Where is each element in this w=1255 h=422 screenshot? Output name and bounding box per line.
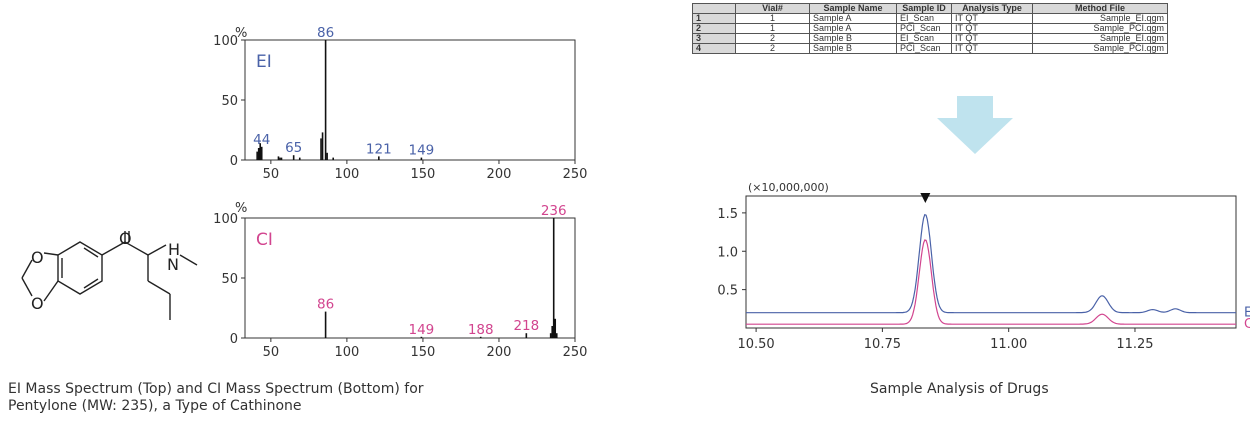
oxygen-atom-label: O: [31, 294, 44, 313]
mass-spectra-figure: % EI 50 100 150 200 250 0 50 100 44 65 86 121 149 % …: [21, 25, 587, 360]
y-tick-label: 100: [213, 212, 238, 227]
column-header: Sample Name: [809, 3, 897, 14]
batch-sequence-table-panel: Vial# Sample Name Sample ID Analysis Typ…: [692, 3, 1168, 54]
analysis-type-cell: IT QT: [951, 13, 1033, 24]
ci-spectrum-chart: % CI 50 100 150 200 250 0 50 100 86 149 188 218 236: [213, 201, 587, 360]
vial-cell: 2: [735, 33, 810, 44]
chromatogram-series-line: [746, 239, 1236, 325]
column-header: Sample ID: [896, 3, 952, 14]
peak-mz-label: 236: [541, 203, 567, 219]
carbonyl-oxygen-label: O: [119, 229, 132, 248]
peak-mz-label: 218: [513, 318, 539, 334]
analysis-type-cell: IT QT: [951, 33, 1033, 44]
x-tick-label: 150: [411, 345, 436, 360]
series-legend-label: CI Data: [1244, 317, 1250, 332]
pentylone-atom-labels: O O O H N: [31, 229, 180, 313]
method-file-cell: Sample_EI.qgm: [1032, 33, 1168, 44]
x-tick-label: 11.00: [990, 337, 1027, 352]
x-tick-label: 11.25: [1116, 337, 1153, 352]
method-file-cell: Sample_EI.qgm: [1032, 13, 1168, 24]
hydrogen-atom-label: H: [168, 240, 180, 259]
nitrogen-atom-label: N: [167, 255, 179, 274]
vial-cell: 1: [735, 13, 810, 24]
x-tick-label: 50: [263, 167, 280, 182]
left-figure-caption: EI Mass Spectrum (Top) and CI Mass Spect…: [8, 381, 424, 415]
x-tick-label: 10.75: [864, 337, 901, 352]
row-number: 2: [692, 23, 736, 34]
caption-line: EI Mass Spectrum (Top) and CI Mass Spect…: [8, 381, 424, 397]
peak-mz-label: 44: [253, 132, 270, 148]
y-tick-label: 0.5: [717, 284, 738, 299]
y-tick-label: 50: [221, 272, 238, 287]
peak-mz-label: 65: [285, 140, 302, 156]
batch-sequence-table: Vial# Sample Name Sample ID Analysis Typ…: [692, 3, 1168, 54]
caption-line: Pentylone (MW: 235), a Type of Cathinone: [8, 398, 302, 414]
x-tick-label: 200: [487, 345, 512, 360]
sample-id-cell: PCI_Scan: [896, 43, 952, 54]
y-tick-label: 1.5: [717, 207, 738, 222]
y-tick-label: 0: [230, 332, 238, 347]
x-tick-label: 250: [563, 167, 588, 182]
table-row[interactable]: 1 1 Sample A EI_Scan IT QT Sample_EI.qgm: [692, 13, 1168, 24]
peak-mz-label: 188: [468, 322, 494, 338]
y-tick-label: 100: [213, 34, 238, 49]
column-header: [692, 3, 736, 14]
ci-chart-label: CI: [256, 230, 273, 250]
column-header: Vial#: [735, 3, 810, 14]
pentylone-structure-diagram: [21, 231, 198, 320]
x-tick-label: 250: [563, 345, 588, 360]
column-header: Analysis Type: [951, 3, 1033, 14]
sample-name-cell: Sample B: [809, 33, 897, 44]
analysis-type-cell: IT QT: [951, 43, 1033, 54]
x-tick-label: 10.50: [737, 337, 774, 352]
sample-name-cell: Sample A: [809, 23, 897, 34]
peak-mz-label: 121: [366, 141, 392, 157]
y-multiplier-label: (×10,000,000): [748, 181, 829, 194]
vial-cell: 1: [735, 23, 810, 34]
y-tick-label: 0: [230, 154, 238, 169]
x-tick-label: 150: [411, 167, 436, 182]
peak-mz-label: 86: [317, 25, 334, 41]
ei-y-unit: %: [235, 26, 247, 41]
method-file-cell: Sample_PCI.qgm: [1032, 23, 1168, 34]
ei-chart-label: EI: [256, 52, 272, 72]
x-tick-label: 100: [334, 345, 359, 360]
right-figure-caption: Sample Analysis of Drugs: [870, 381, 1049, 397]
table-row[interactable]: 3 2 Sample B EI_Scan IT QT Sample_EI.qgm: [692, 33, 1168, 44]
peak-mz-label: 149: [409, 143, 435, 159]
peak-marker-triangle-icon: [920, 193, 931, 203]
sample-name-cell: Sample B: [809, 43, 897, 54]
method-file-cell: Sample_PCI.qgm: [1032, 43, 1168, 54]
table-header-row: Vial# Sample Name Sample ID Analysis Typ…: [692, 3, 1168, 14]
chromatogram-plot-frame: [745, 195, 1237, 329]
chromatogram-chart: (×10,000,000) 10.50 10.75 11.00 11.25 0.5 1.0…: [717, 181, 1250, 352]
chromatogram-series-line: [746, 213, 1236, 314]
sample-id-cell: PCI_Scan: [896, 23, 952, 34]
column-header: Method File: [1032, 3, 1168, 14]
row-number: 1: [692, 13, 736, 24]
peak-mz-label: 86: [317, 297, 334, 313]
y-tick-label: 1.0: [717, 245, 738, 260]
sample-id-cell: EI_Scan: [896, 33, 952, 44]
series-legend-label: EI Data: [1244, 306, 1250, 321]
x-tick-label: 100: [334, 167, 359, 182]
ci-y-unit: %: [235, 201, 247, 216]
row-number: 3: [692, 33, 736, 44]
down-arrow-icon: [937, 96, 1013, 154]
vial-cell: 2: [735, 43, 810, 54]
ei-spectrum-chart: % EI 50 100 150 200 250 0 50 100 44 65 86 121 149: [213, 25, 587, 182]
x-tick-label: 50: [263, 345, 280, 360]
analysis-type-cell: IT QT: [951, 23, 1033, 34]
peak-mz-label: 149: [409, 322, 435, 338]
sample-id-cell: EI_Scan: [896, 13, 952, 24]
table-row[interactable]: 4 2 Sample B PCI_Scan IT QT Sample_PCI.q…: [692, 43, 1168, 54]
row-number: 4: [692, 43, 736, 54]
table-row[interactable]: 2 1 Sample A PCI_Scan IT QT Sample_PCI.q…: [692, 23, 1168, 34]
sample-name-cell: Sample A: [809, 13, 897, 24]
y-tick-label: 50: [221, 94, 238, 109]
x-tick-label: 200: [487, 167, 512, 182]
oxygen-atom-label: O: [31, 248, 44, 267]
